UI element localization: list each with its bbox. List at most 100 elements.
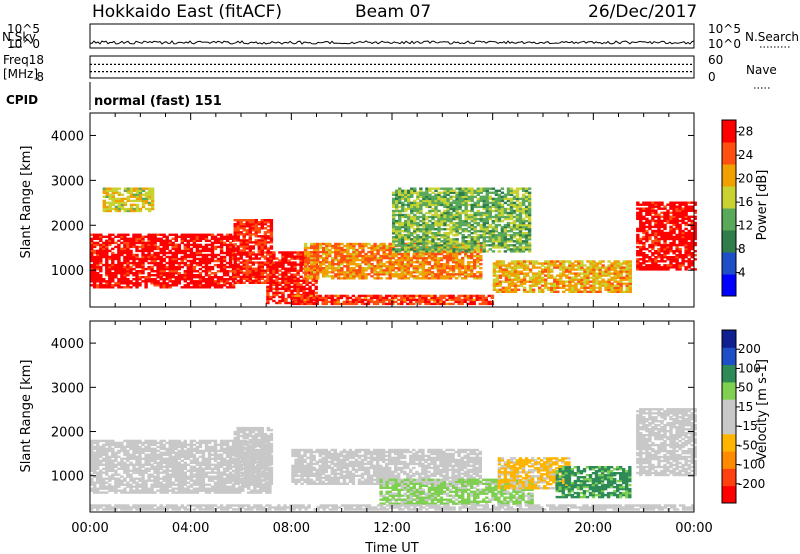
power-cell-0 — [201, 280, 206, 283]
power-cell-8 — [455, 213, 459, 217]
power-cell-0 — [228, 257, 233, 261]
power-cell-3 — [442, 271, 447, 274]
power-cell-0 — [192, 239, 197, 242]
power-cell-5 — [492, 266, 497, 269]
power-cell-8 — [476, 221, 480, 225]
power-cell-0 — [156, 251, 160, 255]
power-cell-8 — [401, 242, 405, 245]
power-cell-3 — [430, 277, 435, 280]
power-cell-8 — [443, 203, 447, 207]
power-cell-4 — [424, 300, 428, 304]
power-cell-8 — [446, 228, 450, 231]
power-cell-5 — [616, 262, 620, 265]
power-cell-0 — [162, 241, 166, 245]
power-cell-5 — [528, 286, 533, 289]
power-cell-2 — [290, 265, 294, 268]
power-cell-5 — [553, 282, 557, 285]
power-cell-2 — [290, 257, 294, 260]
power-cell-4 — [333, 298, 337, 302]
power-cell-3 — [343, 273, 347, 276]
power-cell-8 — [449, 228, 453, 231]
power-cell-5 — [516, 266, 521, 269]
power-cell-8 — [449, 203, 453, 207]
power-cell-8 — [479, 199, 483, 203]
power-cell-1 — [233, 239, 237, 242]
power-cell-3 — [337, 263, 341, 266]
power-cell-3 — [328, 248, 332, 252]
power-cell-6 — [642, 245, 646, 249]
power-cell-6 — [645, 239, 649, 243]
power-cell-0 — [168, 241, 172, 245]
power-cell-8 — [482, 246, 486, 249]
power-cell-0 — [153, 263, 157, 267]
power-cell-8 — [428, 230, 432, 233]
power-cell-4 — [415, 298, 419, 302]
power-cell-3 — [412, 242, 416, 246]
power-cell-8 — [413, 246, 417, 249]
power-cell-4 — [421, 296, 425, 300]
power-cell-1 — [251, 279, 255, 282]
power-cell-8 — [419, 187, 423, 190]
power-cell-0 — [99, 282, 103, 285]
power-cell-8 — [398, 228, 402, 231]
power-cell-0 — [177, 235, 181, 238]
power-cell-0 — [114, 263, 118, 267]
power-cell-7 — [129, 207, 134, 211]
power-cell-8 — [467, 236, 471, 239]
power-cell-3 — [373, 267, 377, 270]
power-cell-6 — [666, 219, 670, 223]
power-cell-3 — [343, 277, 347, 280]
power-cell-2 — [299, 269, 303, 272]
power-cell-6 — [678, 254, 682, 257]
power-cell-8 — [443, 195, 447, 198]
power-cell-4 — [484, 296, 488, 300]
power-cell-8 — [434, 248, 438, 251]
power-cell-6 — [690, 235, 694, 239]
power-cell-5 — [604, 274, 608, 277]
power-cell-8 — [446, 203, 450, 207]
power-cell-0 — [186, 249, 190, 253]
power-cell-0 — [114, 270, 118, 273]
power-cell-5 — [544, 270, 548, 273]
power-cell-7 — [150, 191, 155, 194]
power-cell-8 — [482, 230, 486, 233]
power-cell-2 — [308, 289, 312, 293]
power-cell-5 — [504, 278, 509, 281]
power-cell-1 — [260, 223, 264, 226]
power-cell-6 — [639, 203, 643, 206]
power-cell-8 — [392, 197, 396, 201]
power-cell-8 — [443, 197, 447, 201]
power-cell-5 — [519, 282, 524, 285]
power-cell-8 — [455, 191, 459, 194]
power-cell-0 — [96, 278, 100, 281]
power-cell-4 — [306, 298, 310, 302]
nsearch-tick-low: 10^0 — [708, 37, 741, 51]
power-cell-2 — [266, 265, 270, 268]
power-cell-5 — [510, 288, 515, 291]
power-cell-6 — [663, 231, 667, 235]
power-cell-3 — [343, 250, 347, 254]
power-cell-6 — [654, 268, 658, 271]
power-cell-7 — [138, 187, 143, 190]
power-cell-2 — [281, 285, 285, 289]
power-cell-0 — [141, 253, 145, 257]
power-cell-7 — [132, 209, 137, 213]
power-cell-5 — [613, 260, 617, 263]
power-cell-0 — [105, 274, 109, 277]
power-cell-8 — [446, 250, 450, 253]
power-cell-5 — [562, 274, 566, 277]
power-cell-6 — [657, 225, 661, 229]
power-cell-8 — [404, 199, 408, 203]
power-cell-7 — [147, 187, 152, 190]
power-cell-4 — [315, 300, 319, 304]
power-cell-6 — [684, 217, 688, 220]
power-cell-2 — [281, 291, 285, 295]
power-cell-8 — [500, 232, 505, 235]
power-cell-4 — [345, 298, 350, 302]
power-cell-6 — [636, 241, 640, 245]
power-cell-4 — [360, 302, 365, 306]
power-cell-8 — [497, 234, 502, 237]
power-cell-6 — [657, 231, 661, 235]
power-cell-8 — [497, 205, 502, 209]
power-cell-5 — [519, 272, 524, 275]
